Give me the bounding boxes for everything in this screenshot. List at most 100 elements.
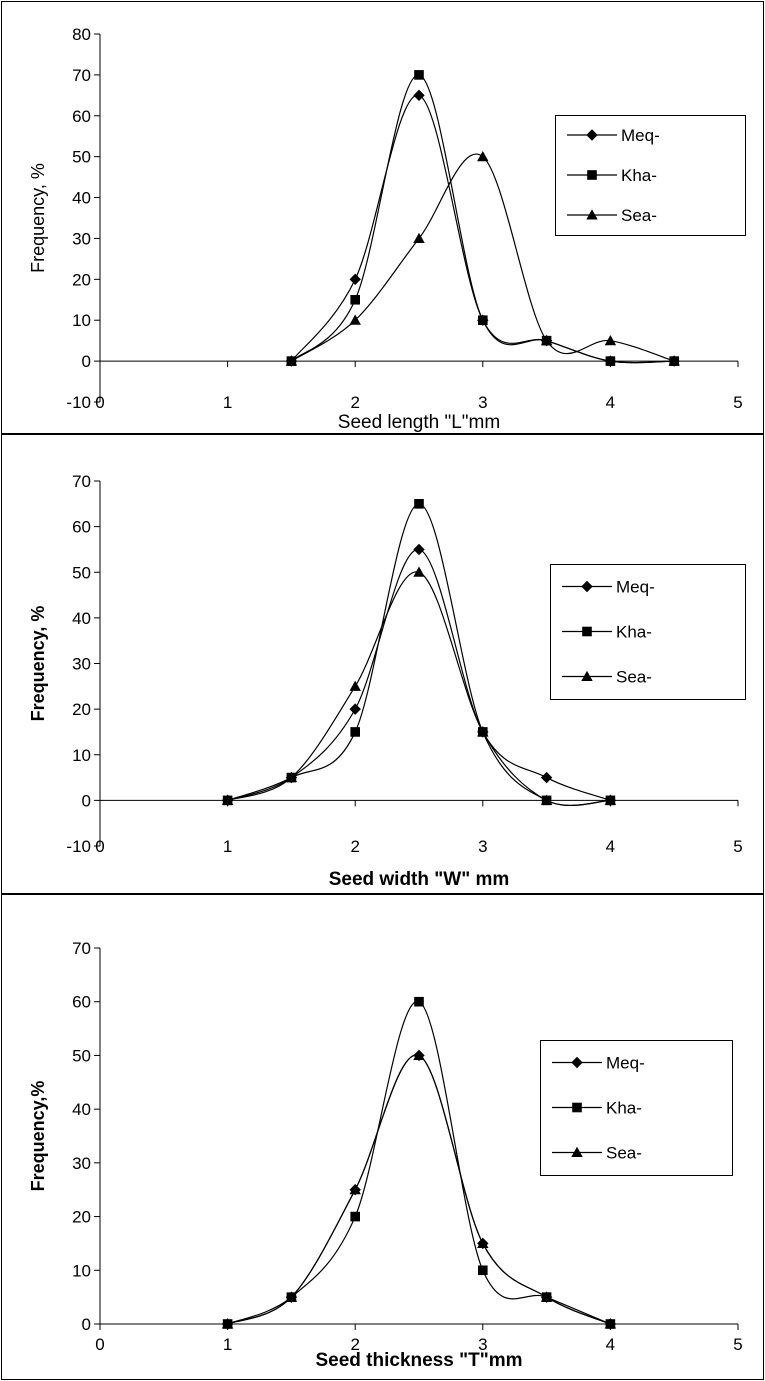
data-point-meq <box>349 703 361 715</box>
y-tick-label: 70 <box>72 66 91 85</box>
y-tick-label: 80 <box>72 25 91 44</box>
x-tick-label: 4 <box>606 393 615 412</box>
legend-label: Meq- <box>606 1054 645 1073</box>
x-tick-label: 5 <box>733 1335 742 1354</box>
x-tick-label: 3 <box>478 1335 487 1354</box>
y-axis-label: Frequency, % <box>28 606 48 722</box>
data-point-meq <box>413 543 425 556</box>
x-tick-label: 0 <box>95 1335 104 1354</box>
y-tick-label: 70 <box>72 939 91 958</box>
y-tick-label: -10 <box>66 837 91 856</box>
x-tick-label: 2 <box>350 393 359 412</box>
data-point-kha <box>350 1211 360 1222</box>
data-point-sea <box>604 1318 617 1329</box>
data-point-meq <box>540 771 553 784</box>
x-tick-label: 1 <box>223 393 232 412</box>
legend-label: Sea- <box>621 206 657 225</box>
x-tick-label: 3 <box>478 837 487 856</box>
y-tick-label: 50 <box>72 148 91 167</box>
y-tick-label: 10 <box>72 1261 91 1280</box>
legend-marker <box>581 580 593 593</box>
x-axis-label: Seed width "W" mm <box>329 869 510 890</box>
y-tick-label: 40 <box>72 189 91 208</box>
chart-3: 0 10 20 30 40 50 60 70 0 1 2 3 4 5 Seed thickness "T"m… <box>1 894 764 1380</box>
legend-marker <box>571 1146 583 1158</box>
data-point-sea <box>477 1237 489 1248</box>
data-point-sea <box>604 334 617 346</box>
y-tick-label: 40 <box>72 1100 91 1119</box>
data-point-sea <box>668 355 680 366</box>
y-tick-label: 30 <box>72 229 91 248</box>
legend: Meq- Kha- Sea- <box>550 564 746 700</box>
y-axis-label: Frequency,% <box>28 1081 48 1192</box>
y-tick-label: 30 <box>72 655 91 674</box>
legend-label: Sea- <box>606 1144 642 1163</box>
legend-marker <box>586 129 598 141</box>
data-point-sea <box>540 794 553 805</box>
data-point-sea <box>221 1318 234 1329</box>
y-tick-label: 50 <box>72 563 91 582</box>
data-point-meq <box>349 273 361 286</box>
y-tick-label: 40 <box>72 609 91 628</box>
data-point-kha <box>478 1265 488 1276</box>
data-point-kha <box>414 996 424 1007</box>
y-tick-label: 70 <box>72 472 91 491</box>
data-point-kha <box>414 499 424 509</box>
x-tick-label: 0 <box>95 393 104 412</box>
y-tick-label: 20 <box>72 270 91 289</box>
legend-label: Sea- <box>616 668 652 687</box>
data-point-kha <box>350 727 360 737</box>
x-tick-label: 5 <box>733 837 742 856</box>
legend-marker <box>581 670 593 682</box>
legend-label: Kha- <box>606 1099 642 1118</box>
data-point-sea <box>349 1184 361 1195</box>
x-tick-label: 2 <box>350 1335 359 1354</box>
legend-label: Kha- <box>616 623 652 642</box>
x-tick-label: 1 <box>223 1335 232 1354</box>
x-tick-label: 2 <box>350 837 359 856</box>
y-tick-label: 0 <box>82 791 91 810</box>
x-tick-label: 5 <box>733 393 742 412</box>
data-point-sea <box>349 314 361 325</box>
y-tick-label: 30 <box>72 1154 91 1173</box>
data-point-sea <box>285 1291 298 1302</box>
legend-label: Meq- <box>621 126 660 145</box>
data-point-sea <box>540 1291 553 1302</box>
legend-marker <box>587 170 597 180</box>
data-point-sea <box>477 150 489 162</box>
data-point-sea <box>413 566 425 577</box>
x-axis-label: Seed thickness "T"mm <box>315 1350 522 1371</box>
y-tick-label: 60 <box>72 107 91 126</box>
data-point-meq <box>413 89 425 102</box>
legend-marker <box>571 1056 583 1069</box>
legend-marker <box>586 209 598 220</box>
x-tick-label: 4 <box>606 837 615 856</box>
x-tick-label: 4 <box>606 1335 615 1354</box>
data-point-sea <box>413 1049 425 1060</box>
y-tick-label: 0 <box>82 1315 91 1334</box>
x-tick-label: 0 <box>95 837 104 856</box>
series-line-kha <box>290 74 675 364</box>
x-axis-label: Seed length "L"mm <box>338 412 500 433</box>
legend-marker <box>582 626 592 637</box>
legend-marker <box>572 1102 582 1113</box>
y-axis-label: Frequency, % <box>28 163 48 273</box>
data-point-sea <box>540 334 553 346</box>
legend: Meq- Kha- Sea- <box>540 1040 733 1176</box>
y-tick-label: 50 <box>72 1046 91 1065</box>
data-point-sea <box>604 794 617 805</box>
data-point-kha <box>414 70 424 80</box>
y-tick-label: -10 <box>66 393 91 412</box>
y-tick-label: 10 <box>72 311 91 330</box>
legend-label: Meq- <box>616 578 655 597</box>
y-tick-label: 10 <box>72 746 91 765</box>
y-tick-label: 0 <box>82 352 91 371</box>
legend-label: Kha- <box>621 166 657 185</box>
data-point-kha <box>478 315 488 326</box>
data-point-sea <box>413 232 425 244</box>
data-point-sea <box>285 771 298 783</box>
data-point-sea <box>221 794 234 805</box>
